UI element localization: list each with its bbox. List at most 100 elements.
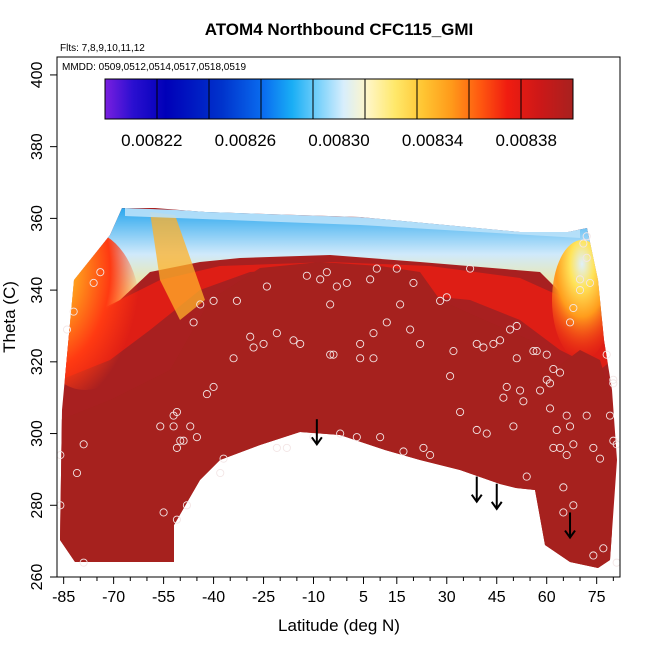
observation-point	[272, 443, 281, 452]
arrow-head	[490, 501, 503, 511]
observation-point	[326, 350, 335, 359]
observation-point	[396, 300, 405, 309]
observation-point	[186, 422, 195, 431]
concentration-field	[60, 208, 617, 568]
observation-point	[79, 558, 88, 567]
x-tick-label: 75	[588, 589, 606, 606]
observation-point	[582, 232, 591, 241]
observation-point	[179, 436, 188, 445]
observation-point	[366, 275, 375, 284]
observation-point	[605, 411, 615, 420]
observation-point	[482, 429, 491, 438]
observation-point	[272, 329, 281, 338]
observation-point	[316, 275, 325, 284]
observation-point	[96, 268, 105, 277]
observation-point	[352, 433, 361, 442]
observation-point	[296, 339, 305, 348]
observation-point	[159, 508, 168, 517]
observation-point	[559, 508, 568, 517]
observation-point	[565, 318, 575, 327]
observation-point	[602, 350, 611, 359]
observation-point	[559, 483, 568, 492]
observation-point	[369, 354, 378, 363]
observation-point	[545, 404, 555, 413]
observation-point	[182, 501, 191, 510]
observation-point	[416, 339, 425, 348]
x-tick-label: 15	[388, 589, 406, 606]
observation-point	[289, 336, 298, 345]
observation-point	[302, 271, 311, 280]
observation-point	[259, 339, 268, 348]
observation-point	[219, 454, 228, 463]
observation-point	[262, 282, 271, 291]
observation-point	[442, 293, 451, 302]
x-tick-label: 5	[359, 589, 368, 606]
tropopause-arrows	[311, 419, 576, 540]
y-tick-label: 360	[29, 205, 46, 232]
observation-point	[466, 264, 475, 273]
x-tick-label: -25	[252, 589, 275, 606]
x-tick-label: 45	[488, 589, 506, 606]
y-axis-label: Theta (C)	[0, 281, 19, 353]
observation-point	[156, 422, 165, 431]
observation-point	[246, 332, 255, 341]
observation-point	[575, 275, 585, 284]
observation-point	[612, 558, 620, 567]
observation-point	[582, 411, 591, 420]
observation-point	[456, 407, 465, 417]
observation-point	[336, 429, 345, 438]
tropopause-arrow	[564, 512, 576, 540]
observation-point	[57, 501, 65, 510]
colorbar-tick-label: 0.00830	[308, 131, 369, 150]
x-tick-label: 60	[538, 589, 556, 606]
observation-point	[72, 468, 82, 478]
y-tick-label: 260	[29, 564, 46, 591]
colorbar: 0.00822 0.00826 0.00830 0.00834 0.00838	[104, 78, 574, 150]
observation-point	[549, 364, 558, 374]
observation-point	[549, 443, 558, 452]
observation-point	[216, 468, 225, 478]
arrow-head	[470, 494, 483, 504]
observation-point	[506, 325, 515, 334]
colorbar-dividers	[156, 79, 522, 119]
observation-point	[512, 354, 521, 363]
observation-point	[406, 325, 415, 334]
observation-point	[69, 307, 78, 316]
observation-point	[609, 379, 618, 388]
observation-point	[392, 264, 401, 273]
x-tick-label: -10	[302, 589, 325, 606]
observation-point	[372, 264, 381, 273]
observation-point	[79, 440, 88, 449]
observation-point	[569, 303, 578, 313]
observation-point	[562, 451, 571, 460]
observation-point	[555, 368, 565, 377]
tropopause-arrow	[470, 476, 483, 504]
observation-point	[176, 436, 185, 445]
observation-point	[249, 343, 258, 352]
observation-point	[599, 544, 608, 553]
observation-point	[169, 422, 178, 431]
observation-point	[612, 440, 620, 449]
observation-point	[332, 282, 341, 291]
observation-point	[522, 472, 531, 481]
observation-point	[356, 354, 365, 363]
colorbar-ticks: 0.00822 0.00826 0.00830 0.00834 0.00838	[121, 131, 557, 150]
x-tick-label: -40	[202, 589, 225, 606]
observation-point	[565, 422, 575, 431]
plot-frame	[56, 56, 621, 578]
observation-point	[376, 433, 385, 442]
observation-point	[202, 390, 211, 399]
observation-point	[472, 339, 481, 348]
observation-point	[196, 300, 205, 309]
flights-note: Flts: 7,8,9,10,11,12	[60, 43, 145, 54]
observation-point	[496, 336, 505, 345]
colorbar-tick-label: 0.00826	[215, 131, 276, 150]
y-tick-label: 320	[29, 348, 46, 375]
y-tick-label: 300	[29, 420, 46, 447]
observation-point	[569, 440, 578, 449]
observation-point	[569, 501, 578, 510]
observation-point	[232, 296, 241, 305]
x-axis-label: Latitude (deg N)	[278, 616, 400, 635]
observation-point	[342, 278, 351, 287]
colorbar-tick-label: 0.00822	[121, 131, 182, 150]
